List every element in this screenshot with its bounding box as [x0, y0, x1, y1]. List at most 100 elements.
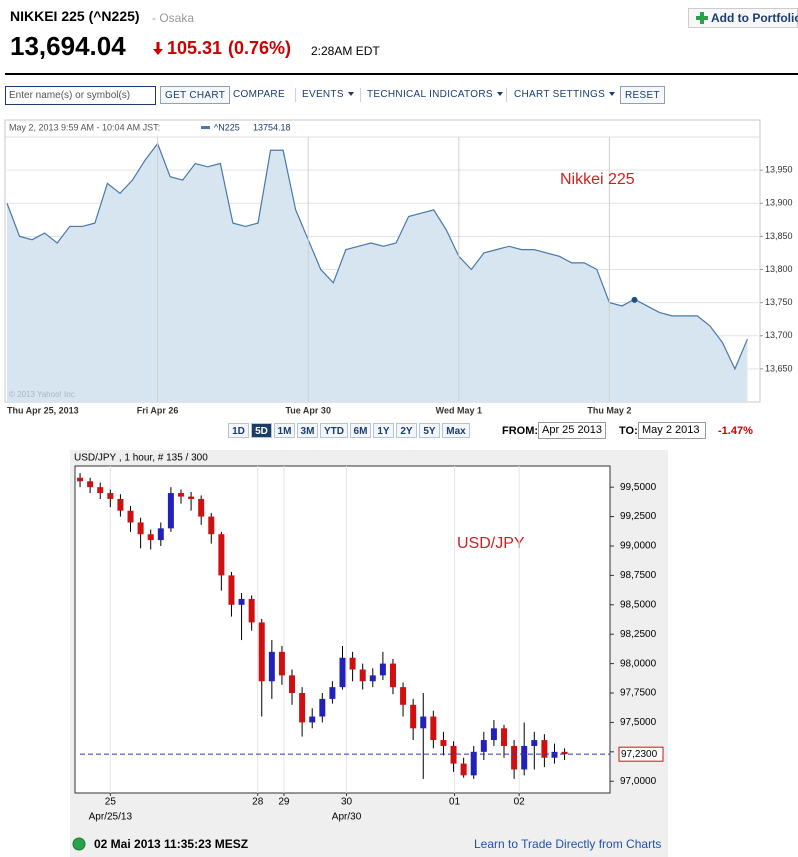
candle-body: [107, 493, 114, 499]
x-tick-label: 29: [278, 797, 290, 808]
candle-body: [379, 663, 386, 676]
candle-body: [87, 481, 94, 488]
x-tick-label: 01: [449, 797, 461, 808]
candle-body: [521, 745, 528, 770]
range-button[interactable]: 1D: [228, 423, 249, 438]
y-tick-label: 97,7500: [620, 688, 657, 699]
plus-icon: [696, 12, 708, 24]
symbol-input[interactable]: Enter name(s) or symbol(s): [5, 86, 156, 105]
range-button[interactable]: 6M: [350, 423, 371, 438]
candle-body: [460, 763, 467, 776]
settings-button[interactable]: CHART SETTINGS: [514, 86, 616, 104]
events-button[interactable]: EVENTS: [302, 86, 354, 104]
y-tick-label: 13,900: [765, 198, 793, 208]
chart2-title: USD/JPY , 1 hour, # 135 / 300: [74, 453, 208, 464]
tooltip-marker: [631, 296, 638, 303]
y-tick-label: 13,700: [765, 330, 793, 340]
copyright: © 2013 Yahoo! Inc.: [9, 390, 77, 399]
y-tick-label: 13,950: [765, 165, 793, 175]
compare-button[interactable]: COMPARE: [233, 89, 285, 100]
x-tick-label: 30: [341, 797, 353, 808]
down-arrow: [153, 42, 163, 55]
candle-body: [238, 598, 245, 605]
y-tick-label: 13,800: [765, 264, 793, 274]
get-chart-button[interactable]: GET CHART: [160, 86, 231, 104]
candle-body: [389, 663, 396, 688]
range-button[interactable]: 5Y: [419, 423, 440, 438]
candle-body: [511, 745, 518, 770]
y-tick-label: 98,7500: [620, 570, 657, 581]
indicators-button[interactable]: TECHNICAL INDICATORS: [367, 86, 503, 104]
candle-body: [551, 751, 558, 758]
to-input[interactable]: May 2 2013: [638, 422, 706, 439]
nikkei-chart: 13,650 13,700 13,750 13,800 13,850 13,900 13,9…: [6, 137, 793, 415]
price: 13,694.04: [10, 31, 126, 61]
candle-body: [177, 493, 184, 497]
x-tick-label: Thu May 2: [587, 405, 631, 415]
x-tick-label: Tue Apr 30: [285, 405, 331, 415]
area-fill: [7, 143, 748, 402]
y-tick-label: 98,0000: [620, 658, 657, 669]
chart2-plot: [74, 465, 611, 794]
candle-body: [440, 740, 447, 746]
candle-body: [248, 598, 255, 623]
candle-body: [97, 487, 104, 494]
x-tick-label: Wed May 1: [436, 405, 482, 415]
range-button[interactable]: 2Y: [396, 423, 417, 438]
change-pct: (0.76%): [228, 38, 292, 58]
y-tick-label: 98,5000: [620, 599, 657, 610]
settings-label: CHART SETTINGS: [514, 89, 606, 100]
to-label: TO:: [619, 425, 638, 437]
from-label: FROM:: [502, 425, 539, 437]
reset-button[interactable]: RESET: [620, 86, 665, 104]
quote-time: 2:28AM EDT: [311, 44, 380, 58]
candle-body: [309, 716, 316, 723]
exchange: - Osaka: [152, 11, 195, 25]
candle-body: [410, 704, 417, 729]
y-tick-label: 13,850: [765, 231, 793, 241]
tooltip-time: May 2, 2013 9:59 AM - 10:04 AM JST:: [9, 122, 160, 132]
candle-body: [541, 740, 548, 758]
header-rule: [5, 73, 798, 75]
candle-body: [561, 751, 568, 755]
x-tick-label: 25: [105, 797, 117, 808]
range-button[interactable]: 1Y: [373, 423, 394, 438]
y-tick-label: 99,2500: [620, 511, 657, 522]
candle-body: [400, 687, 407, 705]
candle-body: [127, 510, 134, 523]
tooltip-name: ^N225: [214, 122, 240, 132]
from-input[interactable]: Apr 25 2013: [538, 422, 606, 439]
status-light: [72, 837, 86, 851]
footer-link[interactable]: Learn to Trade Directly from Charts: [474, 837, 661, 851]
candle-body: [349, 657, 356, 670]
candle-body: [167, 493, 174, 529]
candle-body: [369, 675, 376, 682]
range-button[interactable]: Max: [442, 423, 470, 438]
indicators-label: TECHNICAL INDICATORS: [367, 89, 493, 100]
separator: [360, 88, 361, 102]
range-button[interactable]: 3M: [297, 423, 318, 438]
candle-body: [289, 675, 296, 694]
candle-body: [278, 651, 285, 676]
candle-body: [147, 534, 154, 541]
candle-body: [531, 740, 538, 746]
candle-body: [450, 745, 457, 764]
range-button[interactable]: 1M: [274, 423, 295, 438]
candle-body: [501, 728, 508, 746]
candle-body: [137, 522, 144, 535]
candle-body: [480, 740, 487, 752]
tooltip-swatch: [201, 126, 210, 129]
range-button[interactable]: 5D: [251, 423, 272, 438]
candle-body: [157, 528, 164, 541]
price-line: [6, 142, 749, 371]
range-button[interactable]: YTD: [320, 423, 348, 438]
x-date-label: Apr/25/13: [89, 812, 133, 823]
x-tick-label: 02: [514, 797, 526, 808]
x-tick-label: 28: [252, 797, 264, 808]
candle-body: [470, 751, 477, 776]
candle-body: [117, 498, 124, 511]
candle-body: [208, 516, 215, 535]
portfolio-button[interactable]: Add to Portfolio: [688, 8, 798, 28]
